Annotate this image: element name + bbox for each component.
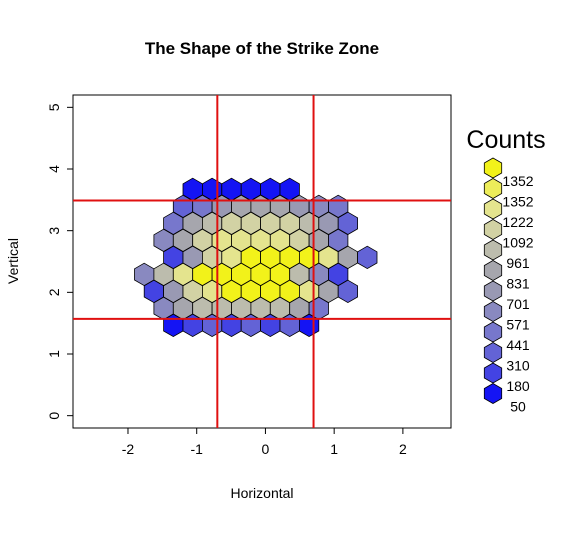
legend-label: 1352 [502, 194, 533, 210]
y-axis: 0 1 2 3 4 5 [46, 103, 73, 420]
y-tick-label: 4 [46, 165, 62, 173]
legend-swatch [483, 301, 503, 322]
legend-label: 1092 [502, 235, 533, 251]
legend-swatch [483, 280, 503, 302]
hex-cell [357, 245, 378, 270]
legend-label: 1352 [502, 173, 533, 189]
legend-swatch [483, 342, 503, 363]
x-tick-label: 0 [262, 441, 270, 457]
y-tick-label: 0 [46, 412, 62, 420]
y-tick-label: 2 [46, 288, 62, 296]
legend-label: 310 [506, 358, 530, 374]
legend-label: 441 [506, 337, 530, 353]
x-tick-label: -2 [122, 441, 135, 457]
legend-label: 961 [506, 255, 530, 271]
x-tick-label: 1 [330, 441, 338, 457]
x-tick-label: -1 [190, 441, 203, 457]
hexbin-cells [134, 177, 378, 338]
y-tick-label: 5 [46, 103, 62, 111]
legend: 1352 1352 1222 1092 961 831 701 571 441 310 180 50 [483, 157, 534, 415]
strike-zone-lines [73, 95, 451, 428]
legend-swatch [483, 157, 503, 179]
legend-label: 831 [506, 276, 530, 292]
legend-label: 701 [506, 296, 530, 312]
legend-label: 180 [506, 378, 530, 394]
x-axis-label: Horizontal [230, 485, 293, 501]
legend-label: 50 [510, 399, 526, 415]
y-tick-label: 3 [46, 227, 62, 235]
chart-title: The Shape of the Strike Zone [145, 39, 379, 58]
legend-label: 1222 [502, 214, 533, 230]
legend-swatch [483, 178, 503, 199]
y-axis-label: Vertical [5, 238, 21, 284]
legend-swatch [483, 260, 503, 281]
legend-swatch [483, 198, 503, 220]
legend-swatch [483, 321, 503, 343]
legend-swatch [483, 362, 503, 384]
legend-swatch [483, 239, 503, 261]
legend-swatch [483, 219, 503, 240]
x-axis: -2 -1 0 1 2 [122, 428, 407, 457]
legend-swatch [483, 383, 503, 404]
y-tick-label: 1 [46, 350, 62, 358]
hex-cell [337, 279, 359, 304]
legend-label: 571 [506, 317, 530, 333]
legend-title: Counts [466, 126, 545, 154]
x-tick-label: 2 [399, 441, 407, 457]
